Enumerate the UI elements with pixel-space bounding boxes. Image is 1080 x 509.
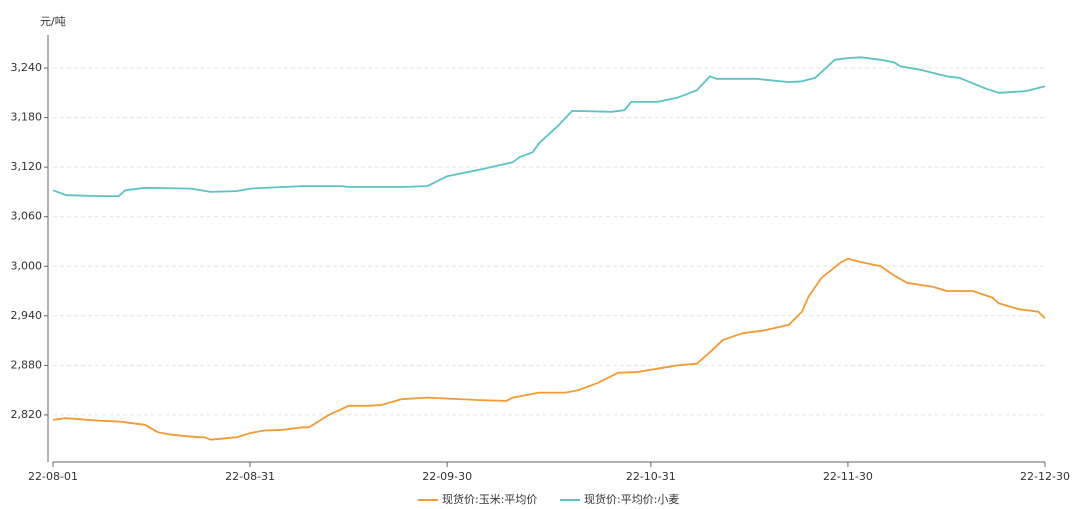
legend-item: 现货价:玉米:平均价 [418, 492, 537, 506]
x-tick-label: 22-08-31 [225, 470, 275, 483]
x-tick-label: 22-12-30 [1020, 470, 1070, 483]
y-tick-label: 2,820 [11, 408, 43, 421]
y-unit: 元/吨 [40, 15, 66, 28]
y-tick-label: 2,940 [11, 309, 43, 322]
y-tick-label: 3,240 [11, 61, 43, 74]
y-tick-label: 3,120 [11, 160, 43, 173]
line [52, 56, 1046, 197]
x-tick-label: 22-11-30 [823, 470, 873, 483]
x-tick-label: 22-10-31 [626, 470, 676, 483]
legend-item: 现货价:平均价:小麦 [560, 492, 679, 506]
y-tick-label: 3,180 [11, 111, 43, 124]
legend-label: 现货价:平均价:小麦 [584, 492, 679, 506]
legend-label: 现货价:玉米:平均价 [442, 492, 537, 506]
x-tick-label: 22-08-01 [28, 470, 78, 483]
y-tick-label: 3,060 [11, 210, 43, 223]
line [52, 257, 1046, 441]
y-tick-label: 2,880 [11, 358, 43, 371]
x-tick-label: 22-09-30 [422, 470, 472, 483]
y-tick-label: 3,000 [11, 259, 43, 272]
